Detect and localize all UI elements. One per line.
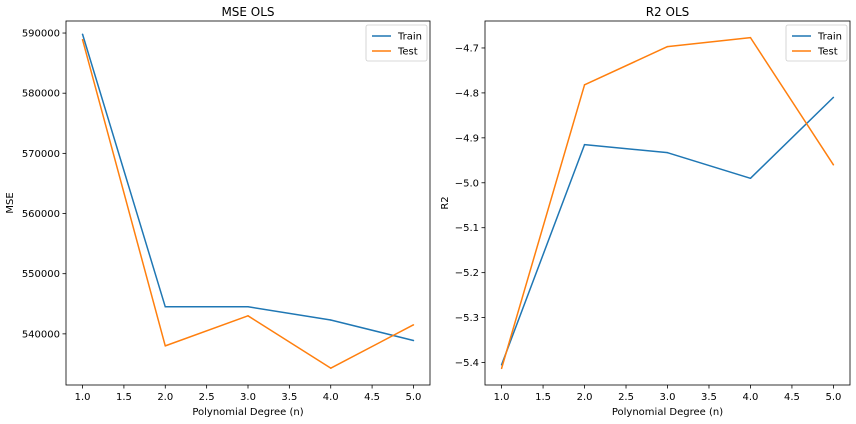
data-point-test [412, 324, 415, 326]
y-tick-label: −5.2 [455, 268, 479, 279]
y-tick-label: −4.7 [455, 43, 479, 54]
y-axis-label: R2 [440, 196, 451, 209]
y-tick-label: −5.1 [455, 223, 479, 234]
x-tick-label: 1.0 [494, 392, 510, 403]
x-tick-label: 4.0 [743, 392, 759, 403]
data-point-train [666, 151, 669, 154]
data-point-train [832, 96, 835, 99]
x-tick-label: 1.0 [75, 392, 91, 403]
plot-area [484, 20, 851, 386]
x-tick-label: 1.5 [116, 392, 132, 403]
y-tick-label: −4.8 [455, 88, 479, 99]
data-point-test [832, 164, 835, 166]
x-axis-label: Polynomial Degree (n) [192, 407, 303, 418]
x-tick-label: 4.0 [323, 392, 339, 403]
x-axis-label: Polynomial Degree (n) [612, 407, 723, 418]
x-tick-label: 3.0 [240, 392, 256, 403]
y-tick-label: 590000 [22, 29, 60, 40]
x-tick-label: 3.0 [660, 392, 676, 403]
y-axis-label: MSE [5, 192, 16, 213]
data-point-test [81, 38, 84, 41]
y-tick-label: −5.0 [455, 178, 479, 189]
x-tick-label: 2.0 [577, 392, 593, 403]
data-point-train [247, 306, 249, 308]
legend-label: Test [817, 47, 838, 58]
data-point-train [749, 177, 752, 180]
data-point-test [329, 367, 332, 369]
y-tick-label: 560000 [22, 209, 60, 220]
data-point-train [164, 306, 167, 308]
data-point-test [247, 315, 249, 317]
legend-box [365, 24, 428, 62]
x-tick-label: 4.5 [364, 392, 380, 403]
data-point-test [164, 345, 167, 347]
x-tick-label: 3.5 [281, 392, 297, 403]
data-point-train [329, 319, 332, 321]
chart-title: R2 OLS [646, 5, 690, 19]
data-point-test [666, 45, 669, 48]
legend-label: Train [397, 32, 422, 43]
x-tick-label: 4.5 [784, 392, 800, 403]
x-tick-label: 2.0 [157, 392, 173, 403]
x-tick-label: 3.5 [701, 392, 717, 403]
x-tick-label: 5.0 [825, 392, 841, 403]
y-tick-label: 550000 [22, 269, 60, 280]
y-tick-label: −5.4 [455, 358, 479, 369]
x-tick-label: 1.5 [535, 392, 551, 403]
legend-box [785, 24, 848, 62]
data-point-train [81, 33, 84, 35]
y-tick-label: 580000 [22, 89, 60, 100]
y-tick-label: −4.9 [455, 133, 479, 144]
x-tick-label: 5.0 [406, 392, 422, 403]
y-tick-label: 570000 [22, 149, 60, 160]
data-point-train [583, 143, 586, 146]
legend-label: Train [817, 32, 842, 43]
y-tick-label: −5.3 [455, 313, 479, 324]
x-tick-label: 2.5 [199, 392, 215, 403]
chart-title: MSE OLS [221, 5, 274, 19]
y-tick-label: 540000 [22, 329, 60, 340]
x-tick-label: 2.5 [618, 392, 634, 403]
data-point-test [583, 84, 586, 86]
data-point-train [412, 339, 415, 342]
data-point-test [500, 367, 503, 370]
legend-label: Test [397, 47, 418, 58]
data-point-test [749, 36, 752, 39]
